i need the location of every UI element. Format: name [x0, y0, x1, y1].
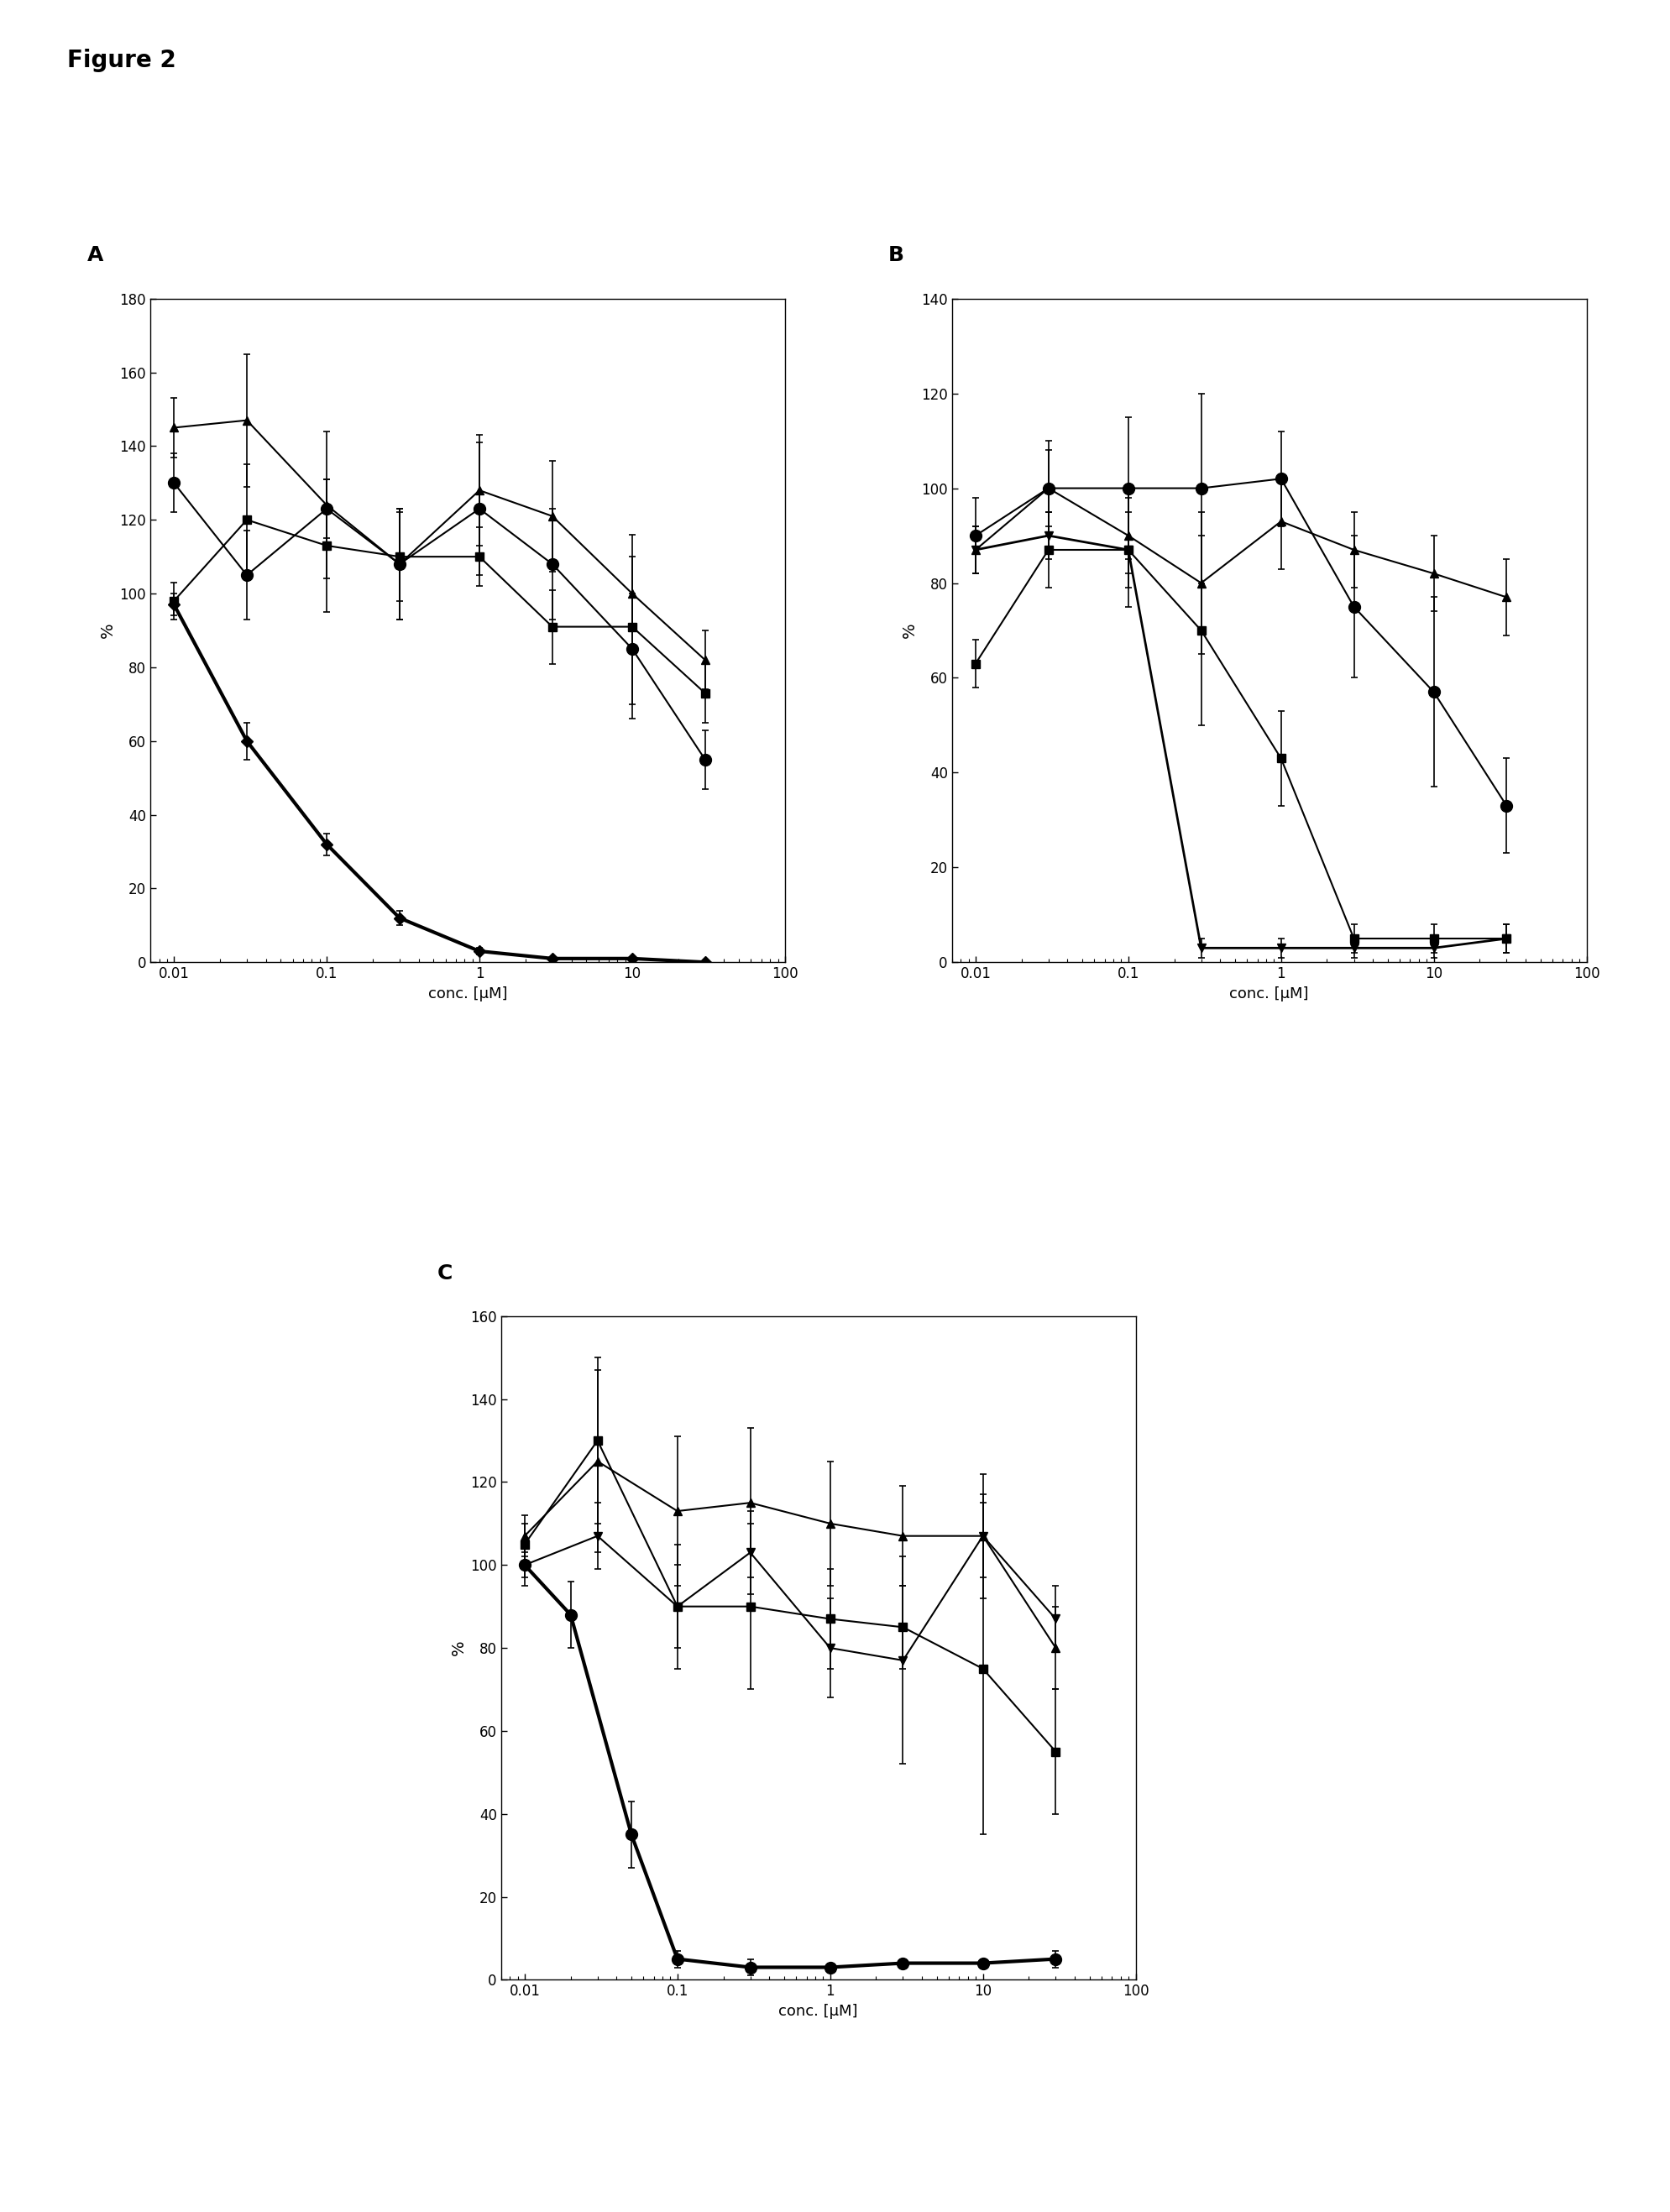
Text: C: C: [438, 1263, 453, 1283]
Y-axis label: %: %: [902, 622, 917, 639]
Text: Figure 2: Figure 2: [67, 49, 175, 73]
Text: A: A: [87, 246, 104, 265]
Y-axis label: %: %: [100, 622, 115, 639]
X-axis label: conc. [μM]: conc. [μM]: [428, 987, 508, 1002]
Y-axis label: %: %: [451, 1639, 466, 1657]
Text: B: B: [888, 246, 905, 265]
X-axis label: conc. [μM]: conc. [μM]: [1229, 987, 1309, 1002]
X-axis label: conc. [μM]: conc. [μM]: [778, 2004, 858, 2020]
